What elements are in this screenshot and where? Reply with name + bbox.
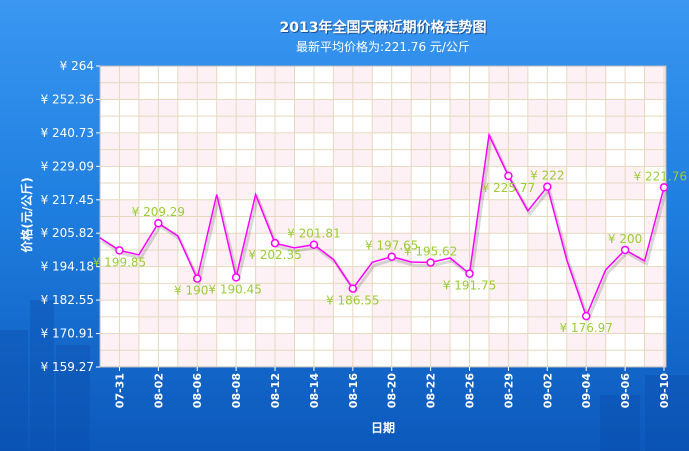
x-tick-label: 08-29 (502, 373, 515, 408)
y-tick-label: ¥ 170.91 (41, 327, 94, 341)
y-axis: ¥ 264 ¥ 252.36 ¥ 240.73 ¥ 229.09 ¥ 217.45 ¥ 2… (41, 59, 100, 374)
data-point-marker (192, 274, 202, 283)
data-label: ¥ 191.75 (443, 279, 496, 293)
background-building (600, 395, 640, 451)
data-label: ¥ 202.35 (248, 248, 301, 262)
background-building (0, 330, 28, 451)
y-tick-label: ¥ 252.36 (41, 92, 94, 106)
data-label: ¥ 190.45 (208, 282, 261, 296)
y-tick-label: ¥ 240.73 (41, 126, 94, 140)
y-axis-title: 价格(元/公斤) (19, 177, 34, 252)
series-line (99, 132, 665, 319)
x-tick-label: 09-06 (619, 373, 632, 409)
y-tick-label: ¥ 194.18 (41, 260, 94, 274)
y-tick-label: ¥ 264 (60, 59, 94, 73)
background-building (56, 345, 90, 451)
data-point-marker (426, 258, 435, 267)
y-tick-label: ¥ 229.09 (41, 159, 94, 173)
data-label: ¥ 176.97 (559, 321, 612, 335)
data-point-marker (581, 311, 591, 321)
chart-title: 2013年全国天麻近期价格走势图 (280, 19, 487, 36)
data-label: ¥ 190 (174, 284, 208, 298)
y-tick-label: ¥ 205.82 (41, 226, 94, 240)
data-label: ¥ 195.62 (404, 245, 457, 259)
x-tick-label: 08-02 (152, 373, 165, 408)
data-label: ¥ 222 (530, 169, 564, 183)
x-axis-title: 日期 (371, 420, 395, 435)
x-tick-label: 08-08 (230, 373, 243, 408)
data-markers (115, 171, 669, 321)
grid-lines (99, 65, 666, 368)
data-label: ¥ 199.85 (93, 255, 146, 269)
data-labels: ¥ 199.85 ¥ 209.29 ¥ 190 ¥ 190.45 ¥ 202.35 ¥ 2… (93, 169, 687, 335)
data-point-marker (348, 284, 358, 293)
data-label: ¥ 225.77 (482, 181, 535, 195)
x-tick-label: 09-04 (580, 373, 593, 409)
x-axis: 07-31 08-02 08-06 08-08 08-12 08-14 08-16 08-20… (113, 367, 671, 408)
data-point-marker (620, 245, 630, 255)
x-tick-label: 08-14 (308, 373, 321, 409)
data-point-marker (659, 183, 669, 192)
x-tick-label: 08-22 (425, 373, 438, 408)
y-tick-label: ¥ 182.55 (41, 293, 94, 307)
y-tick-label: ¥ 159.27 (41, 360, 94, 374)
plot-border (99, 65, 667, 368)
x-tick-label: 08-26 (464, 373, 477, 409)
data-point-marker (231, 273, 241, 282)
background-building (645, 375, 689, 451)
background-decoration (0, 300, 689, 451)
data-point-marker (115, 246, 124, 255)
x-tick-label: 08-20 (386, 373, 399, 409)
data-point-marker (309, 240, 319, 249)
data-label: ¥ 221.76 (634, 169, 687, 183)
data-point-marker (543, 182, 552, 191)
data-label: ¥ 200 (608, 232, 642, 246)
x-tick-label: 08-06 (191, 373, 204, 409)
y-tick-label: ¥ 217.45 (41, 193, 94, 207)
data-point-marker (387, 252, 396, 261)
data-point-marker (270, 238, 280, 248)
data-label: ¥ 197.65 (365, 239, 418, 253)
x-tick-label: 09-10 (658, 373, 671, 409)
x-tick-label: 07-31 (113, 373, 126, 408)
x-tick-label: 08-16 (347, 373, 360, 409)
chart-subtitle: 最新平均价格为:221.76 元/公斤 (296, 39, 470, 54)
x-tick-label: 08-12 (269, 373, 282, 408)
data-label: ¥ 186.55 (326, 294, 379, 308)
data-point-marker (465, 269, 474, 278)
data-point-marker (154, 218, 163, 228)
data-label: ¥ 201.81 (287, 227, 340, 241)
x-tick-label: 09-02 (541, 373, 554, 408)
data-label: ¥ 209.29 (132, 205, 185, 219)
data-point-marker (504, 171, 513, 181)
background-building (30, 300, 54, 451)
